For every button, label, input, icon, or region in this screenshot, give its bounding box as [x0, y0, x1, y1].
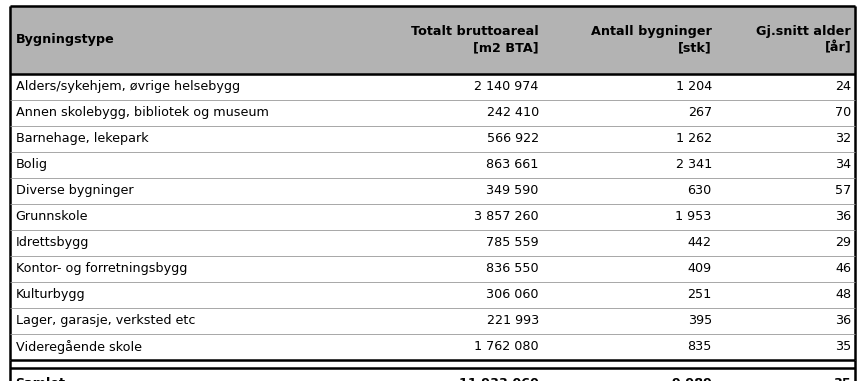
Text: 35: 35	[835, 340, 851, 353]
Text: 442: 442	[688, 236, 712, 249]
Text: 29: 29	[836, 236, 851, 249]
Text: 2 140 974: 2 140 974	[474, 80, 539, 93]
Text: 36: 36	[835, 210, 851, 223]
Text: 48: 48	[835, 288, 851, 301]
Text: 306 060: 306 060	[486, 288, 539, 301]
Text: 409: 409	[688, 262, 712, 275]
Text: 1 762 080: 1 762 080	[474, 340, 539, 353]
Text: 863 661: 863 661	[486, 158, 539, 171]
Text: 1 204: 1 204	[676, 80, 712, 93]
Text: Bygningstype: Bygningstype	[16, 33, 114, 46]
Text: 835: 835	[688, 340, 712, 353]
Text: 349 590: 349 590	[486, 184, 539, 197]
Text: Videregående skole: Videregående skole	[16, 340, 142, 354]
Text: 70: 70	[835, 106, 851, 119]
Text: 251: 251	[688, 288, 712, 301]
Text: Totalt bruttoareal
[m2 BTA]: Totalt bruttoareal [m2 BTA]	[411, 26, 539, 54]
Text: 630: 630	[688, 184, 712, 197]
Text: 267: 267	[688, 106, 712, 119]
Text: 11 933 060: 11 933 060	[459, 377, 539, 381]
Text: 46: 46	[836, 262, 851, 275]
Text: 566 922: 566 922	[487, 132, 539, 145]
Text: 1 953: 1 953	[676, 210, 712, 223]
Text: Annen skolebygg, bibliotek og museum: Annen skolebygg, bibliotek og museum	[16, 106, 268, 119]
Text: 36: 36	[835, 314, 851, 327]
Text: 24: 24	[836, 80, 851, 93]
Text: 242 410: 242 410	[486, 106, 539, 119]
Text: Diverse bygninger: Diverse bygninger	[16, 184, 133, 197]
Text: 57: 57	[835, 184, 851, 197]
Text: 2 341: 2 341	[676, 158, 712, 171]
Text: 836 550: 836 550	[486, 262, 539, 275]
Text: Bolig: Bolig	[16, 158, 48, 171]
Text: Samlet: Samlet	[16, 377, 66, 381]
Text: 3 857 260: 3 857 260	[474, 210, 539, 223]
Text: Idrettsbygg: Idrettsbygg	[16, 236, 89, 249]
Text: Antall bygninger
[stk]: Antall bygninger [stk]	[591, 26, 712, 54]
Text: 785 559: 785 559	[486, 236, 539, 249]
Text: Gj.snitt alder
[år]: Gj.snitt alder [år]	[756, 26, 851, 54]
Text: Lager, garasje, verksted etc: Lager, garasje, verksted etc	[16, 314, 195, 327]
Text: 1 262: 1 262	[676, 132, 712, 145]
Text: 221 993: 221 993	[486, 314, 539, 327]
Text: 32: 32	[835, 132, 851, 145]
Text: Barnehage, lekepark: Barnehage, lekepark	[16, 132, 148, 145]
Text: 34: 34	[835, 158, 851, 171]
Text: 9 989: 9 989	[672, 377, 712, 381]
Text: 35: 35	[833, 377, 851, 381]
Text: Kulturbygg: Kulturbygg	[16, 288, 85, 301]
Text: 395: 395	[688, 314, 712, 327]
Text: Alders/sykehjem, øvrige helsebygg: Alders/sykehjem, øvrige helsebygg	[16, 80, 240, 93]
Text: Kontor- og forretningsbygg: Kontor- og forretningsbygg	[16, 262, 187, 275]
Text: Grunnskole: Grunnskole	[16, 210, 88, 223]
Bar	[10, 6, 855, 74]
